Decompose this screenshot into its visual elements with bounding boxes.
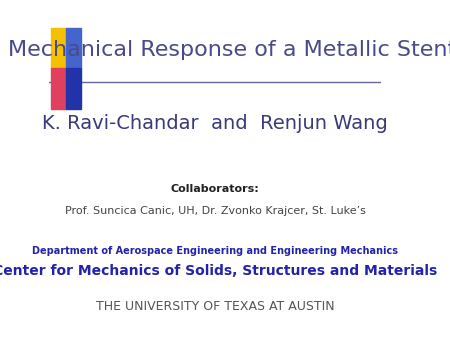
Text: Collaborators:: Collaborators: bbox=[171, 184, 260, 194]
Bar bbox=[66, 68, 81, 108]
Text: Prof. Suncica Canic, UH, Dr. Zvonko Krajcer, St. Luke’s: Prof. Suncica Canic, UH, Dr. Zvonko Kraj… bbox=[65, 206, 366, 216]
Bar bbox=[66, 28, 81, 68]
Bar bbox=[51, 28, 66, 68]
Text: Center for Mechanics of Solids, Structures and Materials: Center for Mechanics of Solids, Structur… bbox=[0, 264, 437, 278]
Text: K. Ravi-Chandar  and  Renjun Wang: K. Ravi-Chandar and Renjun Wang bbox=[42, 114, 388, 133]
Text: Department of Aerospace Engineering and Engineering Mechanics: Department of Aerospace Engineering and … bbox=[32, 246, 398, 256]
Bar bbox=[51, 68, 66, 108]
Text: Mechanical Response of a Metallic Stent: Mechanical Response of a Metallic Stent bbox=[8, 40, 450, 60]
Text: THE UNIVERSITY OF TEXAS AT AUSTIN: THE UNIVERSITY OF TEXAS AT AUSTIN bbox=[96, 300, 335, 313]
